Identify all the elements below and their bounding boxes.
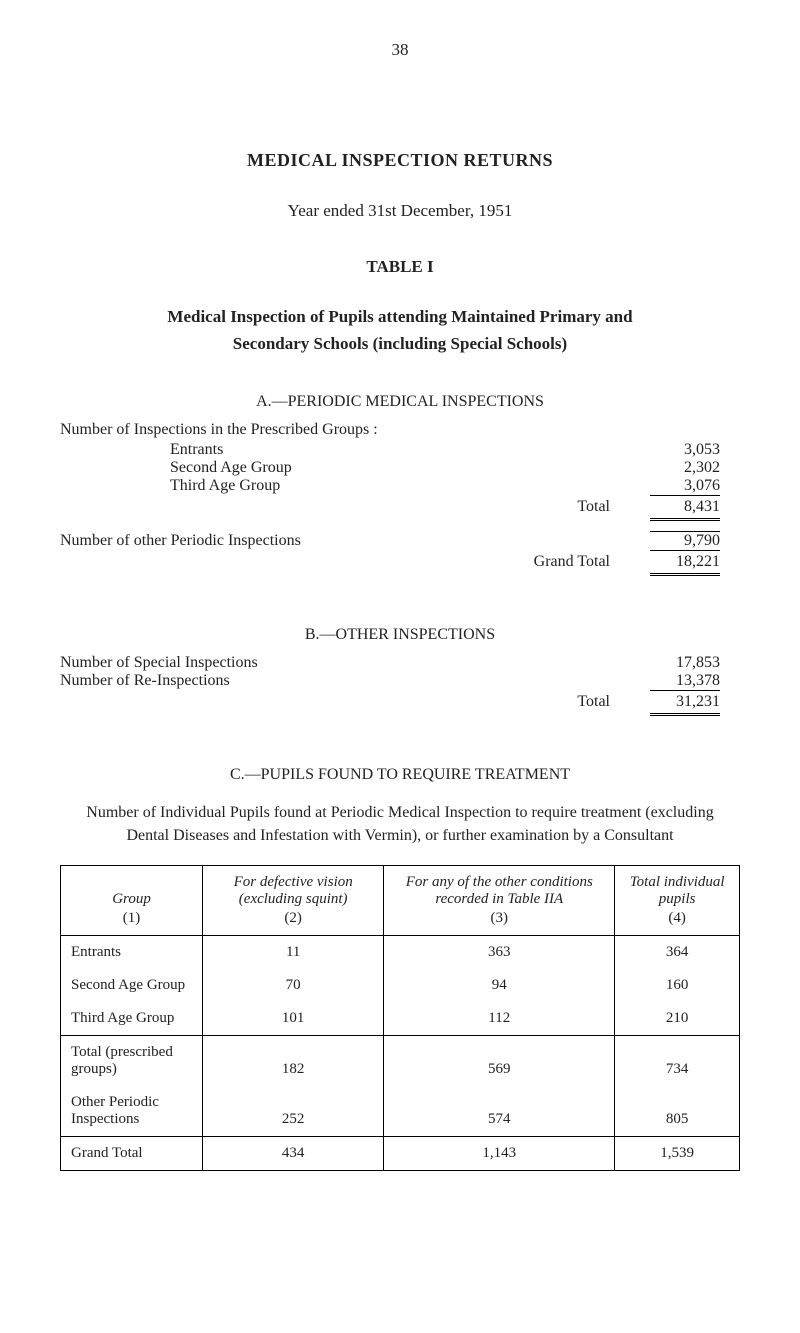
row-label: Second Age Group <box>170 459 650 477</box>
cell-value: 1,539 <box>615 1137 740 1171</box>
row-value: 2,302 <box>650 459 720 477</box>
cell-value: 70 <box>203 969 384 1002</box>
section-b-heading: B.—OTHER INSPECTIONS <box>60 626 740 644</box>
col-num: (3) <box>394 910 604 927</box>
row-value: 9,790 <box>650 531 720 550</box>
grand-value: 18,221 <box>650 550 720 576</box>
col-num: (4) <box>625 910 729 927</box>
grand-label: Grand Total <box>60 553 650 571</box>
cell-value: 94 <box>384 969 615 1002</box>
row-other-periodic: Number of other Periodic Inspections 9,7… <box>60 531 720 550</box>
row-special-insp: Number of Special Inspections 17,853 <box>60 654 720 672</box>
col-title: For any of the other conditions recorded… <box>406 874 593 907</box>
row-third-age: Third Age Group 3,076 <box>120 477 720 495</box>
cell-value: 1,143 <box>384 1137 615 1171</box>
row-second-age: Second Age Group 2,302 <box>120 459 720 477</box>
total-label: Total <box>60 693 650 711</box>
cell-value: 101 <box>203 1002 384 1036</box>
cell-label: Third Age Group <box>61 1002 203 1036</box>
inspection-heading-line2: Secondary Schools (including Special Sch… <box>233 334 567 353</box>
col-title: Group <box>112 891 151 907</box>
row-label: Number of other Periodic Inspections <box>60 532 650 550</box>
total-value: 31,231 <box>650 690 720 716</box>
inspection-heading: Medical Inspection of Pupils attending M… <box>80 303 720 357</box>
row-label: Number of Re-Inspections <box>60 672 650 690</box>
section-a-intro: Number of Inspections in the Prescribed … <box>60 421 740 439</box>
row-label: Third Age Group <box>170 477 650 495</box>
cell-value: 569 <box>384 1036 615 1087</box>
row-total: Total 8,431 <box>120 495 720 521</box>
section-a-heading: A.—PERIODIC MEDICAL INSPECTIONS <box>60 393 740 411</box>
table-i-label: TABLE I <box>60 257 740 277</box>
table-header-row: Group (1) For defective vision (excludin… <box>61 866 740 936</box>
cell-label: Other Periodic Inspections <box>61 1086 203 1137</box>
year-line: Year ended 31st December, 1951 <box>60 201 740 221</box>
row-value: 3,053 <box>650 441 720 459</box>
row-re-insp: Number of Re-Inspections 13,378 <box>60 672 720 690</box>
cell-label: Entrants <box>61 936 203 970</box>
table-row: Other Periodic Inspections 252 574 805 <box>61 1086 740 1137</box>
col-header-total-pupils: Total individual pupils (4) <box>615 866 740 936</box>
table-row: Entrants 11 363 364 <box>61 936 740 970</box>
row-b-total: Total 31,231 <box>60 690 720 716</box>
total-label: Total <box>120 498 650 516</box>
cell-value: 252 <box>203 1086 384 1137</box>
cell-value: 805 <box>615 1086 740 1137</box>
page-number: 38 <box>60 40 740 60</box>
cell-value: 364 <box>615 936 740 970</box>
cell-label: Total (prescribed groups) <box>61 1036 203 1087</box>
col-header-group: Group (1) <box>61 866 203 936</box>
section-c-paragraph: Number of Individual Pupils found at Per… <box>80 802 720 847</box>
cell-value: 434 <box>203 1137 384 1171</box>
cell-value: 182 <box>203 1036 384 1087</box>
total-value: 8,431 <box>650 495 720 521</box>
row-value: 17,853 <box>650 654 720 672</box>
cell-label: Second Age Group <box>61 969 203 1002</box>
section-c-heading: C.—PUPILS FOUND TO REQUIRE TREATMENT <box>60 766 740 784</box>
row-grand-total: Grand Total 18,221 <box>60 550 720 576</box>
col-num: (2) <box>213 910 373 927</box>
cell-value: 112 <box>384 1002 615 1036</box>
cell-value: 160 <box>615 969 740 1002</box>
inspection-heading-line1: Medical Inspection of Pupils attending M… <box>167 307 632 326</box>
section-a-other: Number of other Periodic Inspections 9,7… <box>60 531 720 576</box>
row-entrants: Entrants 3,053 <box>120 441 720 459</box>
section-b-figures: Number of Special Inspections 17,853 Num… <box>60 654 720 716</box>
row-label: Entrants <box>170 441 650 459</box>
table-row: Third Age Group 101 112 210 <box>61 1002 740 1036</box>
col-header-defective-vision: For defective vision (excluding squint) … <box>203 866 384 936</box>
cell-value: 734 <box>615 1036 740 1087</box>
table-row: Second Age Group 70 94 160 <box>61 969 740 1002</box>
table-row-grand: Grand Total 434 1,143 1,539 <box>61 1137 740 1171</box>
row-value: 3,076 <box>650 477 720 495</box>
cell-value: 210 <box>615 1002 740 1036</box>
row-label: Number of Special Inspections <box>60 654 650 672</box>
col-num: (1) <box>71 910 192 927</box>
col-title: Total individual pupils <box>630 874 725 907</box>
cell-value: 363 <box>384 936 615 970</box>
row-value: 13,378 <box>650 672 720 690</box>
table-row: Total (prescribed groups) 182 569 734 <box>61 1036 740 1087</box>
col-header-other-conditions: For any of the other conditions recorded… <box>384 866 615 936</box>
treatment-table: Group (1) For defective vision (excludin… <box>60 865 740 1171</box>
cell-value: 11 <box>203 936 384 970</box>
cell-value: 574 <box>384 1086 615 1137</box>
section-a-figures: Entrants 3,053 Second Age Group 2,302 Th… <box>120 441 720 521</box>
main-title: MEDICAL INSPECTION RETURNS <box>60 150 740 171</box>
cell-label: Grand Total <box>61 1137 203 1171</box>
col-title: For defective vision (excluding squint) <box>234 874 353 907</box>
